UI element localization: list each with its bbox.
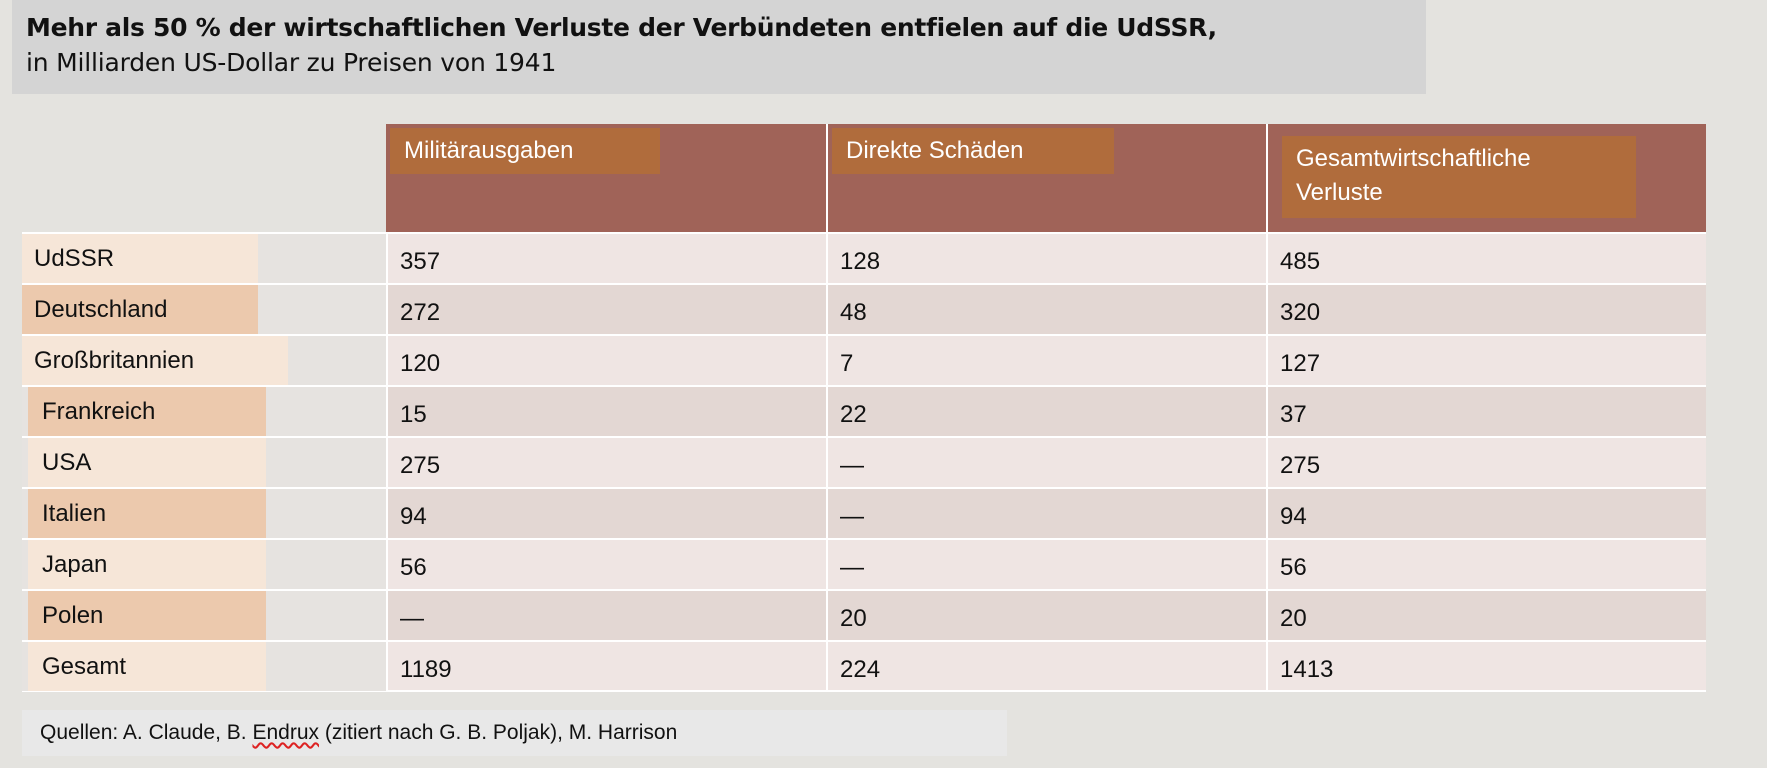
row-label: Japan <box>28 540 266 589</box>
row-label-total: Gesamt <box>28 642 266 691</box>
cell-total: 37 <box>1266 387 1706 436</box>
cell-damage: 20 <box>826 591 1266 640</box>
table-row: Frankreich 15 22 37 <box>22 385 1706 436</box>
row-label: Polen <box>28 591 266 640</box>
table-row: USA 275 — 275 <box>22 436 1706 487</box>
cell-military: 120 <box>386 336 826 385</box>
table-row: Italien 94 — 94 <box>22 487 1706 538</box>
cell-total: 56 <box>1266 540 1706 589</box>
row-label: Deutschland <box>22 285 258 334</box>
cell-total: 275 <box>1266 438 1706 487</box>
cell-military: 357 <box>386 234 826 283</box>
row-label: UdSSR <box>22 234 258 283</box>
cell-military: 272 <box>386 285 826 334</box>
header-label-damage: Direkte Schäden <box>832 128 1114 174</box>
table-header-row: Militärausgaben Direkte Schäden Gesamtwi… <box>386 124 1706 232</box>
source-prefix: Quellen: A. Claude, B. <box>40 721 253 744</box>
cell-military: 56 <box>386 540 826 589</box>
header-cell-damage: Direkte Schäden <box>826 124 1266 232</box>
cell-military: 275 <box>386 438 826 487</box>
row-label: Großbritannien <box>22 336 288 385</box>
cell-military: 1189 <box>386 642 826 691</box>
title-box: Mehr als 50 % der wirtschaftlichen Verlu… <box>12 0 1426 94</box>
row-label: USA <box>28 438 266 487</box>
cell-military: 94 <box>386 489 826 538</box>
cell-military: — <box>386 591 826 640</box>
cell-damage: 128 <box>826 234 1266 283</box>
cell-total: 320 <box>1266 285 1706 334</box>
source-suffix: (zitiert nach G. B. Poljak), M. Harrison <box>319 721 678 744</box>
row-label: Frankreich <box>28 387 266 436</box>
spellcheck-flagged-word: Endrux <box>252 721 320 744</box>
table-row: UdSSR 357 128 485 <box>22 232 1706 283</box>
header-label-total-line2: Verluste <box>1296 179 1383 206</box>
header-cell-military: Militärausgaben <box>386 124 826 232</box>
cell-total: 94 <box>1266 489 1706 538</box>
page-title: Mehr als 50 % der wirtschaftlichen Verlu… <box>26 13 1217 42</box>
cell-damage: 224 <box>826 642 1266 691</box>
table-row: Deutschland 272 48 320 <box>22 283 1706 334</box>
page-subtitle: in Milliarden US-Dollar zu Preisen von 1… <box>26 48 557 77</box>
cell-total: 1413 <box>1266 642 1706 691</box>
cell-military: 15 <box>386 387 826 436</box>
header-label-total: Gesamtwirtschaftliche Verluste <box>1282 136 1636 218</box>
header-label-total-line1: Gesamtwirtschaftliche <box>1296 145 1531 172</box>
row-label: Italien <box>28 489 266 538</box>
cell-damage: — <box>826 438 1266 487</box>
table-row: Japan 56 — 56 <box>22 538 1706 589</box>
cell-total: 485 <box>1266 234 1706 283</box>
table-row-total: Gesamt 1189 224 1413 <box>22 640 1706 692</box>
source-note: Quellen: A. Claude, B. Endrux (zitiert n… <box>22 710 1007 756</box>
table-row: Großbritannien 120 7 127 <box>22 334 1706 385</box>
cell-total: 127 <box>1266 336 1706 385</box>
cell-total: 20 <box>1266 591 1706 640</box>
cell-damage: 48 <box>826 285 1266 334</box>
cell-damage: — <box>826 540 1266 589</box>
cell-damage: 22 <box>826 387 1266 436</box>
cell-damage: 7 <box>826 336 1266 385</box>
header-cell-total: Gesamtwirtschaftliche Verluste <box>1266 124 1706 232</box>
cell-damage: — <box>826 489 1266 538</box>
header-label-military: Militärausgaben <box>390 128 660 174</box>
table-row: Polen — 20 20 <box>22 589 1706 640</box>
